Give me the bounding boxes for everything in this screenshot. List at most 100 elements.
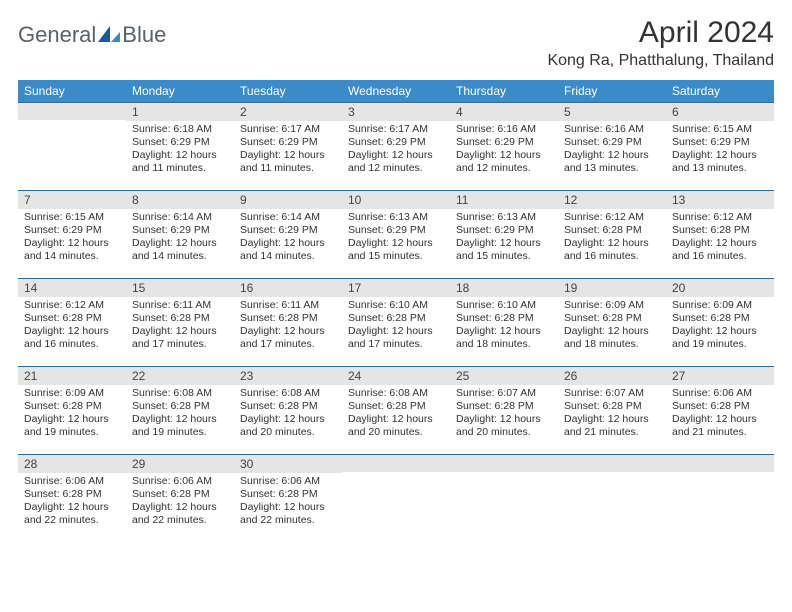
day-details: Sunrise: 6:07 AMSunset: 6:28 PMDaylight:… bbox=[450, 385, 558, 444]
sunset-text: Sunset: 6:28 PM bbox=[348, 400, 444, 413]
sunrise-text: Sunrise: 6:09 AM bbox=[24, 387, 120, 400]
sunrise-text: Sunrise: 6:13 AM bbox=[456, 211, 552, 224]
daylight-text: Daylight: 12 hours and 19 minutes. bbox=[132, 413, 228, 439]
calendar-day-cell bbox=[666, 454, 774, 542]
sunrise-text: Sunrise: 6:09 AM bbox=[564, 299, 660, 312]
sunset-text: Sunset: 6:29 PM bbox=[348, 224, 444, 237]
day-details: Sunrise: 6:17 AMSunset: 6:29 PMDaylight:… bbox=[342, 121, 450, 180]
calendar-day-cell: 30Sunrise: 6:06 AMSunset: 6:28 PMDayligh… bbox=[234, 454, 342, 542]
day-number: 3 bbox=[342, 102, 450, 121]
day-number: 9 bbox=[234, 190, 342, 209]
daylight-text: Daylight: 12 hours and 18 minutes. bbox=[456, 325, 552, 351]
day-details: Sunrise: 6:06 AMSunset: 6:28 PMDaylight:… bbox=[234, 473, 342, 532]
sunrise-text: Sunrise: 6:07 AM bbox=[456, 387, 552, 400]
month-title: April 2024 bbox=[547, 16, 774, 50]
day-number: 30 bbox=[234, 454, 342, 473]
day-details: Sunrise: 6:08 AMSunset: 6:28 PMDaylight:… bbox=[234, 385, 342, 444]
sunrise-text: Sunrise: 6:08 AM bbox=[348, 387, 444, 400]
sunrise-text: Sunrise: 6:10 AM bbox=[456, 299, 552, 312]
day-number: 1 bbox=[126, 102, 234, 121]
day-number: 29 bbox=[126, 454, 234, 473]
sunrise-text: Sunrise: 6:09 AM bbox=[672, 299, 768, 312]
day-number: 18 bbox=[450, 278, 558, 297]
sunset-text: Sunset: 6:28 PM bbox=[132, 312, 228, 325]
title-block: April 2024 Kong Ra, Phatthalung, Thailan… bbox=[547, 16, 774, 70]
calendar-week-row: 7Sunrise: 6:15 AMSunset: 6:29 PMDaylight… bbox=[18, 190, 774, 278]
day-number: 24 bbox=[342, 366, 450, 385]
sunrise-text: Sunrise: 6:11 AM bbox=[240, 299, 336, 312]
sunrise-text: Sunrise: 6:16 AM bbox=[564, 123, 660, 136]
sunrise-text: Sunrise: 6:17 AM bbox=[240, 123, 336, 136]
calendar-week-row: 28Sunrise: 6:06 AMSunset: 6:28 PMDayligh… bbox=[18, 454, 774, 542]
sunset-text: Sunset: 6:28 PM bbox=[240, 400, 336, 413]
sunset-text: Sunset: 6:29 PM bbox=[456, 224, 552, 237]
sunrise-text: Sunrise: 6:06 AM bbox=[24, 475, 120, 488]
day-number: 20 bbox=[666, 278, 774, 297]
day-details: Sunrise: 6:06 AMSunset: 6:28 PMDaylight:… bbox=[18, 473, 126, 532]
day-number bbox=[666, 454, 774, 472]
daylight-text: Daylight: 12 hours and 16 minutes. bbox=[672, 237, 768, 263]
logo-sail-icon bbox=[96, 24, 122, 46]
calendar-day-cell bbox=[18, 102, 126, 190]
calendar-day-cell: 19Sunrise: 6:09 AMSunset: 6:28 PMDayligh… bbox=[558, 278, 666, 366]
daylight-text: Daylight: 12 hours and 11 minutes. bbox=[132, 149, 228, 175]
calendar-day-cell: 11Sunrise: 6:13 AMSunset: 6:29 PMDayligh… bbox=[450, 190, 558, 278]
sunset-text: Sunset: 6:29 PM bbox=[672, 136, 768, 149]
daylight-text: Daylight: 12 hours and 18 minutes. bbox=[564, 325, 660, 351]
day-number: 15 bbox=[126, 278, 234, 297]
day-details: Sunrise: 6:10 AMSunset: 6:28 PMDaylight:… bbox=[450, 297, 558, 356]
daylight-text: Daylight: 12 hours and 17 minutes. bbox=[132, 325, 228, 351]
day-number: 28 bbox=[18, 454, 126, 473]
day-details: Sunrise: 6:09 AMSunset: 6:28 PMDaylight:… bbox=[18, 385, 126, 444]
day-details: Sunrise: 6:08 AMSunset: 6:28 PMDaylight:… bbox=[342, 385, 450, 444]
calendar-day-cell: 28Sunrise: 6:06 AMSunset: 6:28 PMDayligh… bbox=[18, 454, 126, 542]
day-number: 21 bbox=[18, 366, 126, 385]
day-number bbox=[450, 454, 558, 472]
sunrise-text: Sunrise: 6:06 AM bbox=[132, 475, 228, 488]
sunrise-text: Sunrise: 6:15 AM bbox=[24, 211, 120, 224]
calendar-day-cell: 25Sunrise: 6:07 AMSunset: 6:28 PMDayligh… bbox=[450, 366, 558, 454]
sunset-text: Sunset: 6:28 PM bbox=[564, 224, 660, 237]
calendar-day-cell: 12Sunrise: 6:12 AMSunset: 6:28 PMDayligh… bbox=[558, 190, 666, 278]
day-number: 23 bbox=[234, 366, 342, 385]
weekday-header-row: Sunday Monday Tuesday Wednesday Thursday… bbox=[18, 80, 774, 102]
calendar-day-cell: 13Sunrise: 6:12 AMSunset: 6:28 PMDayligh… bbox=[666, 190, 774, 278]
daylight-text: Daylight: 12 hours and 21 minutes. bbox=[672, 413, 768, 439]
calendar-day-cell: 24Sunrise: 6:08 AMSunset: 6:28 PMDayligh… bbox=[342, 366, 450, 454]
day-details: Sunrise: 6:13 AMSunset: 6:29 PMDaylight:… bbox=[450, 209, 558, 268]
daylight-text: Daylight: 12 hours and 19 minutes. bbox=[672, 325, 768, 351]
day-details: Sunrise: 6:07 AMSunset: 6:28 PMDaylight:… bbox=[558, 385, 666, 444]
calendar-day-cell: 9Sunrise: 6:14 AMSunset: 6:29 PMDaylight… bbox=[234, 190, 342, 278]
calendar-day-cell: 18Sunrise: 6:10 AMSunset: 6:28 PMDayligh… bbox=[450, 278, 558, 366]
day-details: Sunrise: 6:15 AMSunset: 6:29 PMDaylight:… bbox=[666, 121, 774, 180]
calendar-day-cell: 14Sunrise: 6:12 AMSunset: 6:28 PMDayligh… bbox=[18, 278, 126, 366]
calendar-day-cell bbox=[558, 454, 666, 542]
day-number: 14 bbox=[18, 278, 126, 297]
daylight-text: Daylight: 12 hours and 11 minutes. bbox=[240, 149, 336, 175]
calendar-day-cell bbox=[342, 454, 450, 542]
day-details: Sunrise: 6:12 AMSunset: 6:28 PMDaylight:… bbox=[558, 209, 666, 268]
calendar-day-cell: 4Sunrise: 6:16 AMSunset: 6:29 PMDaylight… bbox=[450, 102, 558, 190]
day-details: Sunrise: 6:16 AMSunset: 6:29 PMDaylight:… bbox=[558, 121, 666, 180]
calendar-day-cell: 22Sunrise: 6:08 AMSunset: 6:28 PMDayligh… bbox=[126, 366, 234, 454]
weekday-header: Saturday bbox=[666, 80, 774, 102]
sunset-text: Sunset: 6:28 PM bbox=[24, 400, 120, 413]
calendar-week-row: 21Sunrise: 6:09 AMSunset: 6:28 PMDayligh… bbox=[18, 366, 774, 454]
day-number: 22 bbox=[126, 366, 234, 385]
sunrise-text: Sunrise: 6:18 AM bbox=[132, 123, 228, 136]
daylight-text: Daylight: 12 hours and 12 minutes. bbox=[348, 149, 444, 175]
calendar-day-cell: 8Sunrise: 6:14 AMSunset: 6:29 PMDaylight… bbox=[126, 190, 234, 278]
calendar-day-cell: 3Sunrise: 6:17 AMSunset: 6:29 PMDaylight… bbox=[342, 102, 450, 190]
daylight-text: Daylight: 12 hours and 16 minutes. bbox=[564, 237, 660, 263]
daylight-text: Daylight: 12 hours and 15 minutes. bbox=[348, 237, 444, 263]
calendar-day-cell: 10Sunrise: 6:13 AMSunset: 6:29 PMDayligh… bbox=[342, 190, 450, 278]
sunset-text: Sunset: 6:28 PM bbox=[132, 488, 228, 501]
day-details: Sunrise: 6:17 AMSunset: 6:29 PMDaylight:… bbox=[234, 121, 342, 180]
daylight-text: Daylight: 12 hours and 16 minutes. bbox=[24, 325, 120, 351]
day-number bbox=[558, 454, 666, 472]
day-details: Sunrise: 6:13 AMSunset: 6:29 PMDaylight:… bbox=[342, 209, 450, 268]
day-details: Sunrise: 6:10 AMSunset: 6:28 PMDaylight:… bbox=[342, 297, 450, 356]
sunset-text: Sunset: 6:28 PM bbox=[240, 312, 336, 325]
sunset-text: Sunset: 6:28 PM bbox=[564, 400, 660, 413]
calendar-day-cell: 26Sunrise: 6:07 AMSunset: 6:28 PMDayligh… bbox=[558, 366, 666, 454]
